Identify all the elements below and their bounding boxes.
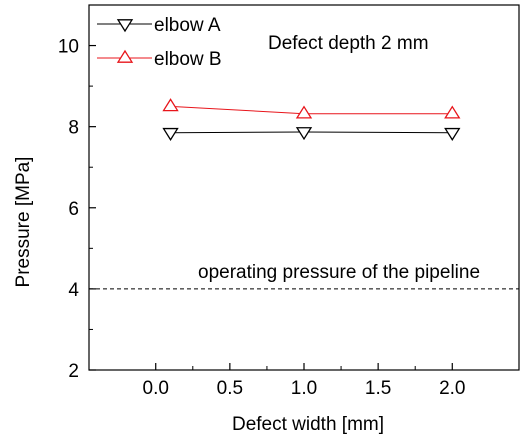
y-axis-label: Pressure [MPa]	[13, 157, 34, 288]
x-axis-label: Defect width [mm]	[232, 414, 384, 435]
x-tick-label: 1.0	[291, 378, 317, 399]
legend	[97, 19, 152, 63]
x-tick-label: 1.5	[365, 378, 391, 399]
data-point-elbow-b	[295, 105, 313, 119]
y-tick-label: 2	[68, 361, 79, 382]
data-point-elbow-a	[295, 127, 313, 141]
legend-label-elbow-b: elbow B	[154, 49, 222, 70]
data-point-elbow-a	[444, 127, 461, 141]
y-tick-label: 4	[68, 280, 79, 301]
defect-depth-annotation: Defect depth 2 mm	[268, 33, 429, 54]
data-point-elbow-b	[162, 98, 179, 112]
data-point-elbow-b	[444, 105, 461, 119]
y-tick-label: 6	[68, 199, 79, 220]
legend-marker-elbow-b	[116, 49, 134, 63]
series-line-elbow-b	[170, 105, 453, 115]
legend-label-elbow-a: elbow A	[154, 15, 221, 36]
series-line-elbow-a	[170, 131, 453, 134]
x-tick-label: 0.0	[143, 378, 169, 399]
y-tick-label: 8	[68, 118, 79, 139]
legend-marker-elbow-a	[116, 19, 134, 33]
x-tick-label: 2.0	[439, 378, 465, 399]
y-tick-label: 10	[58, 37, 79, 58]
x-tick-label: 0.5	[217, 378, 243, 399]
operating-pressure-annotation: operating pressure of the pipeline	[198, 262, 480, 283]
data-point-elbow-a	[162, 127, 179, 141]
